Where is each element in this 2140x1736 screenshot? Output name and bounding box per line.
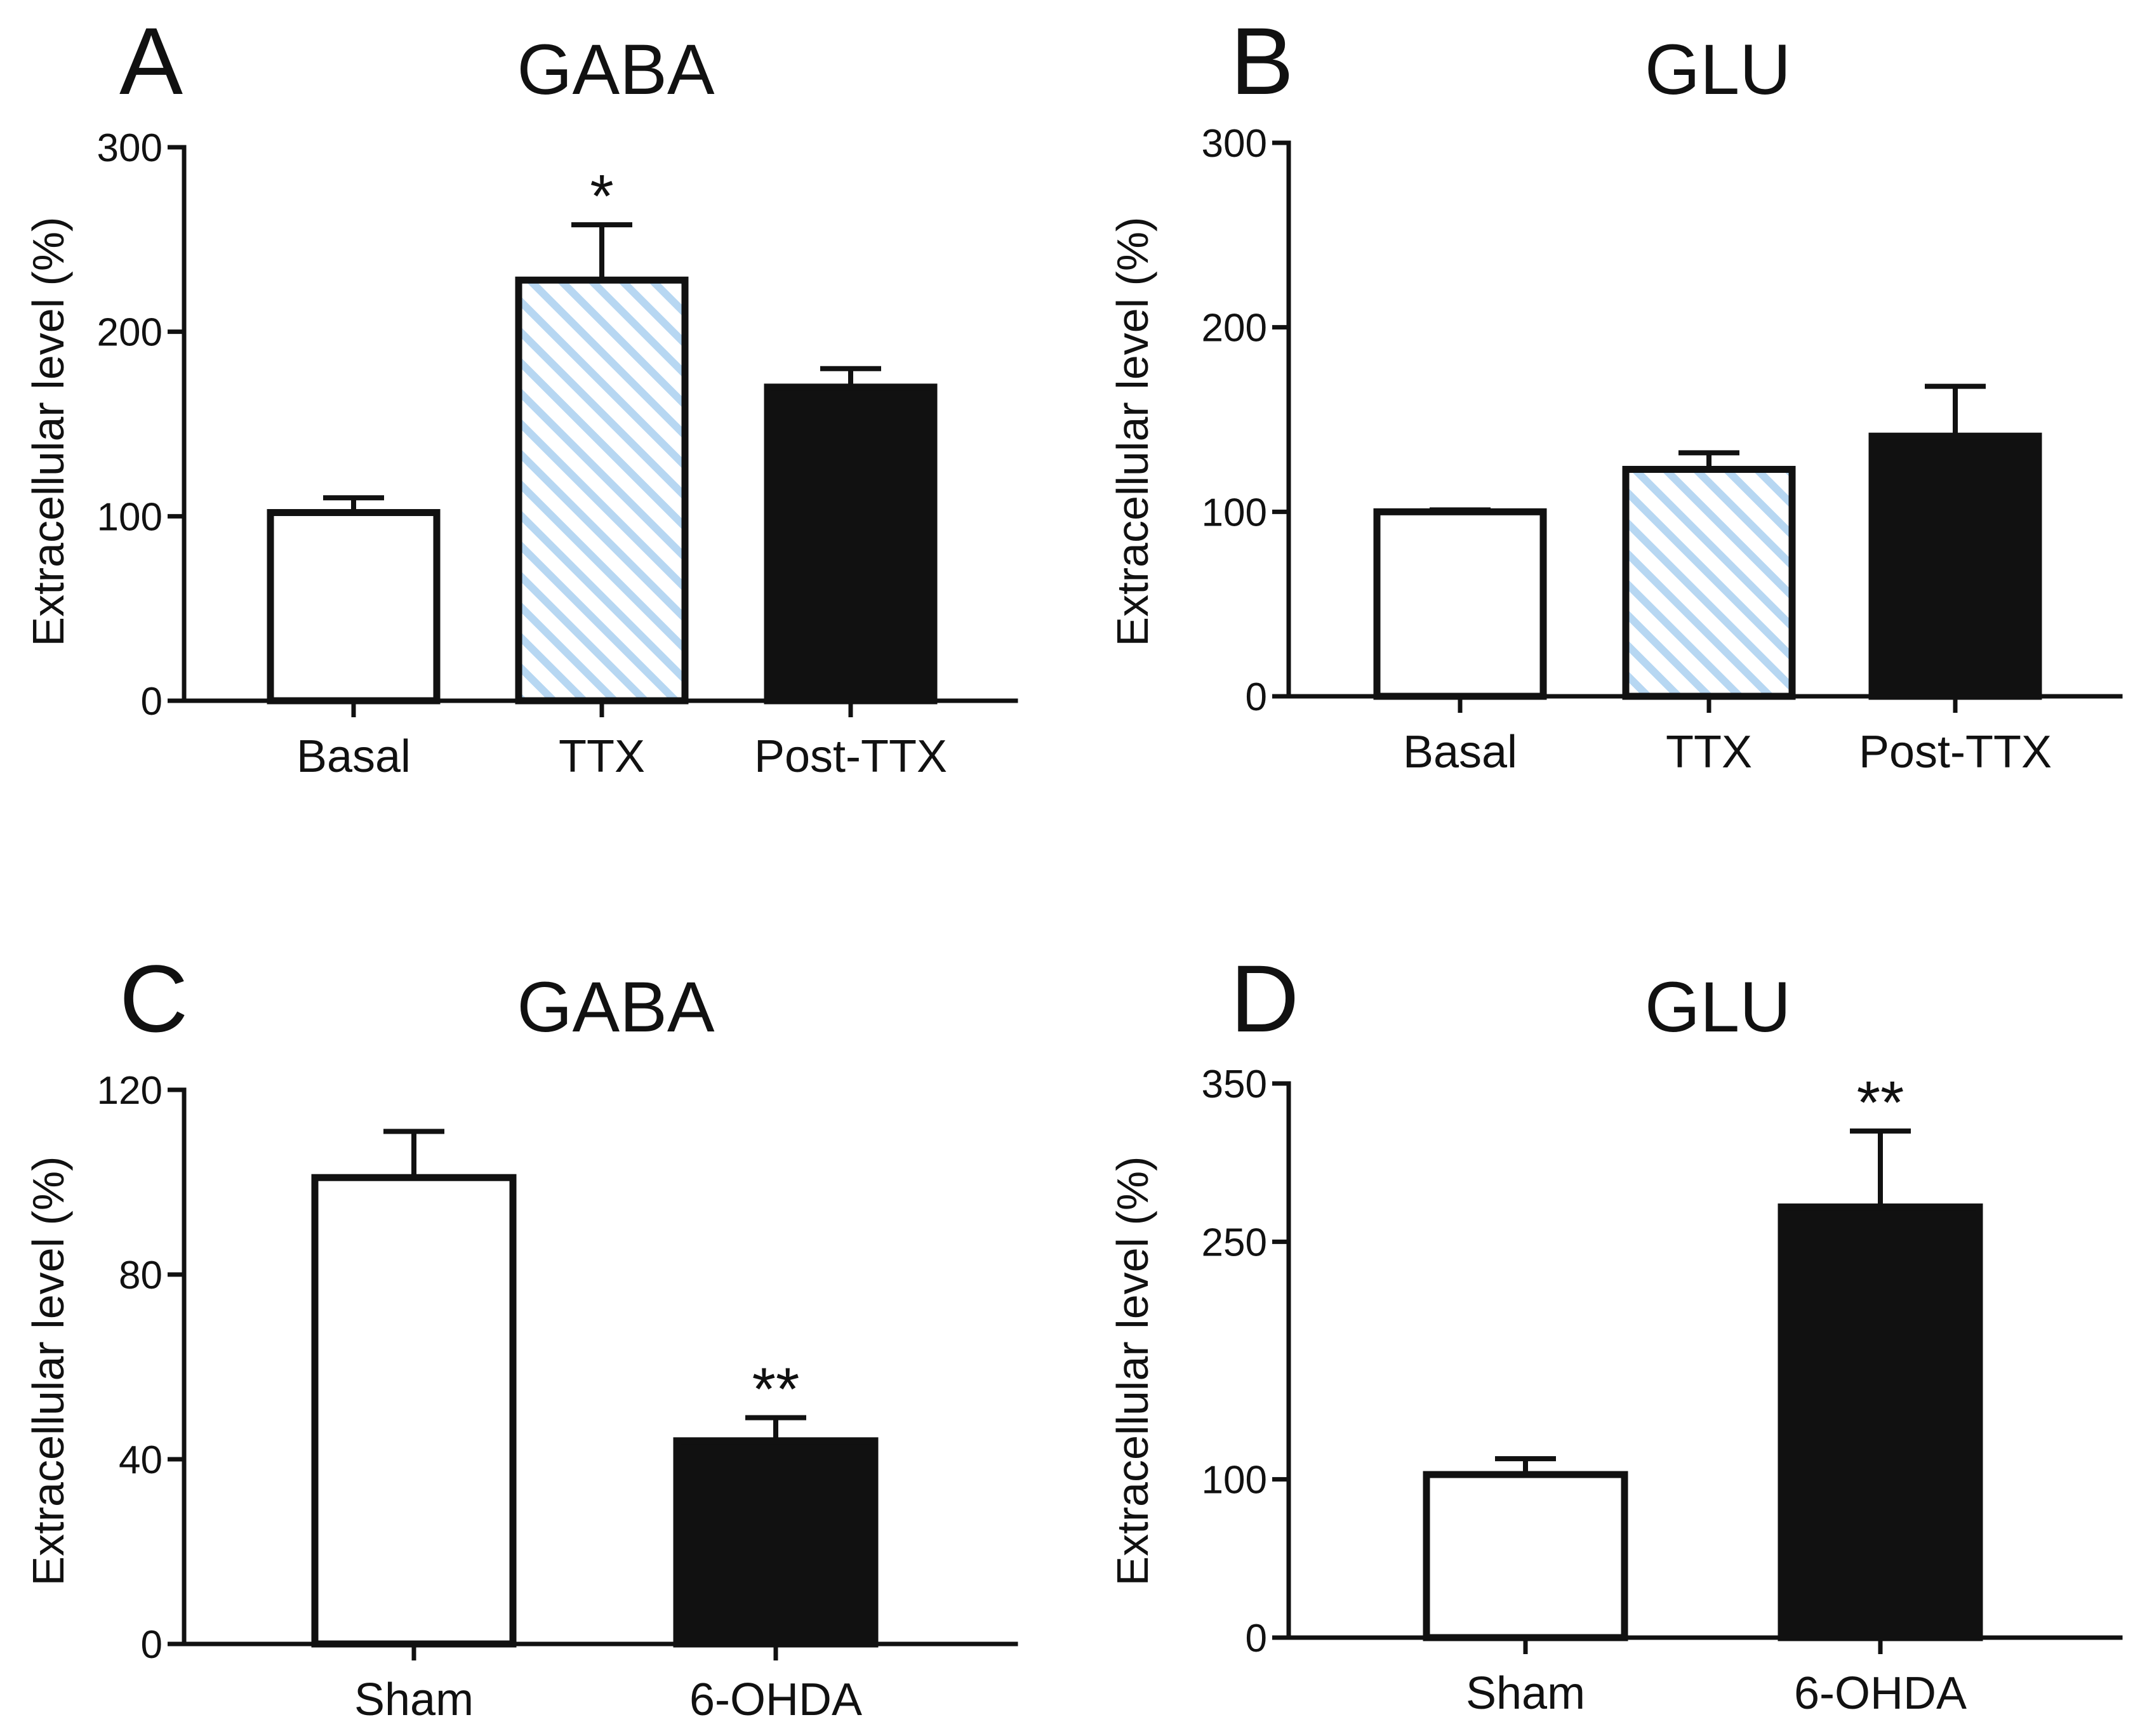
y-tick-label: 300 xyxy=(1202,122,1267,166)
panel-c: C GABA Extracellular level (%) 0 40 80 120 S… xyxy=(23,945,1018,1725)
y-axis-label: Extracellular level (%) xyxy=(1108,1156,1157,1586)
bar-basal xyxy=(267,509,441,705)
bar-ttx xyxy=(1622,465,1796,700)
y-tick-label: 0 xyxy=(141,1623,163,1667)
x-tick-label: Sham xyxy=(354,1674,474,1725)
y-tick-label: 0 xyxy=(1246,1617,1267,1660)
y-tick-label: 100 xyxy=(1202,491,1267,534)
x-tick-label: 6-OHDA xyxy=(1794,1668,1967,1719)
y-axis-label: Extracellular level (%) xyxy=(1108,217,1157,647)
x-tick-label: Post-TTX xyxy=(754,731,947,782)
x-tick-label: TTX xyxy=(559,731,645,782)
x-tick-label: 6-OHDA xyxy=(689,1674,862,1725)
bar-ttx xyxy=(515,276,689,705)
y-tick-label: 100 xyxy=(97,495,163,539)
bar-sham xyxy=(311,1174,517,1648)
plot-area: 0 40 80 120 Sham 6-OHDA ** xyxy=(97,1069,1018,1725)
x-tick-label: Post-TTX xyxy=(1859,727,2052,778)
y-axis-label: Extracellular level (%) xyxy=(23,1156,73,1586)
chart-title: GLU xyxy=(1645,30,1791,109)
x-tick-label: Basal xyxy=(296,731,411,782)
bar-6-ohda xyxy=(673,1437,879,1648)
x-tick-label: TTX xyxy=(1666,727,1752,778)
plot-area: 0 100 200 300 Basal TTX Post-TTX xyxy=(1202,122,2123,778)
x-tick-label: Sham xyxy=(1466,1668,1585,1719)
y-tick-label: 250 xyxy=(1202,1221,1267,1264)
panel-letter: A xyxy=(119,8,183,114)
y-tick-label: 0 xyxy=(141,680,163,724)
bar-sham xyxy=(1423,1471,1628,1641)
bar-post-ttx xyxy=(764,383,938,705)
panel-letter: D xyxy=(1230,945,1299,1052)
panel-letter: B xyxy=(1230,8,1294,114)
panel-a: A GABA Extracellular level (%) 0 100 200 30… xyxy=(23,8,1018,782)
y-tick-label: 40 xyxy=(119,1438,163,1482)
significance-marker: ** xyxy=(752,1356,800,1424)
x-tick-label: Basal xyxy=(1403,727,1517,778)
panel-letter: C xyxy=(119,945,188,1052)
panel-d: D GLU Extracellular level (%) 0 100 250 350… xyxy=(1108,945,2123,1719)
chart-title: GABA xyxy=(517,30,715,109)
significance-marker: ** xyxy=(1857,1069,1904,1137)
y-tick-label: 200 xyxy=(1202,307,1267,350)
y-axis-label: Extracellular level (%) xyxy=(23,217,73,647)
y-tick-label: 0 xyxy=(1246,675,1267,719)
y-tick-label: 100 xyxy=(1202,1459,1267,1502)
panel-b: B GLU Extracellular level (%) 0 100 200 300… xyxy=(1108,8,2123,778)
bar-6-ohda xyxy=(1778,1203,1983,1641)
bar-basal xyxy=(1373,508,1547,700)
chart-title: GABA xyxy=(517,967,715,1047)
y-tick-label: 350 xyxy=(1202,1063,1267,1106)
chart-title: GLU xyxy=(1645,967,1791,1047)
plot-area: 0 100 200 300 Basal TTX * Post-TTX xyxy=(97,126,1018,782)
y-tick-label: 120 xyxy=(97,1069,163,1113)
y-tick-label: 300 xyxy=(97,126,163,170)
significance-marker: * xyxy=(590,162,613,230)
y-tick-label: 200 xyxy=(97,311,163,355)
bar-post-ttx xyxy=(1868,432,2042,700)
y-tick-label: 80 xyxy=(119,1254,163,1297)
plot-area: 0 100 250 350 Sham 6-OHDA ** xyxy=(1202,1063,2123,1719)
